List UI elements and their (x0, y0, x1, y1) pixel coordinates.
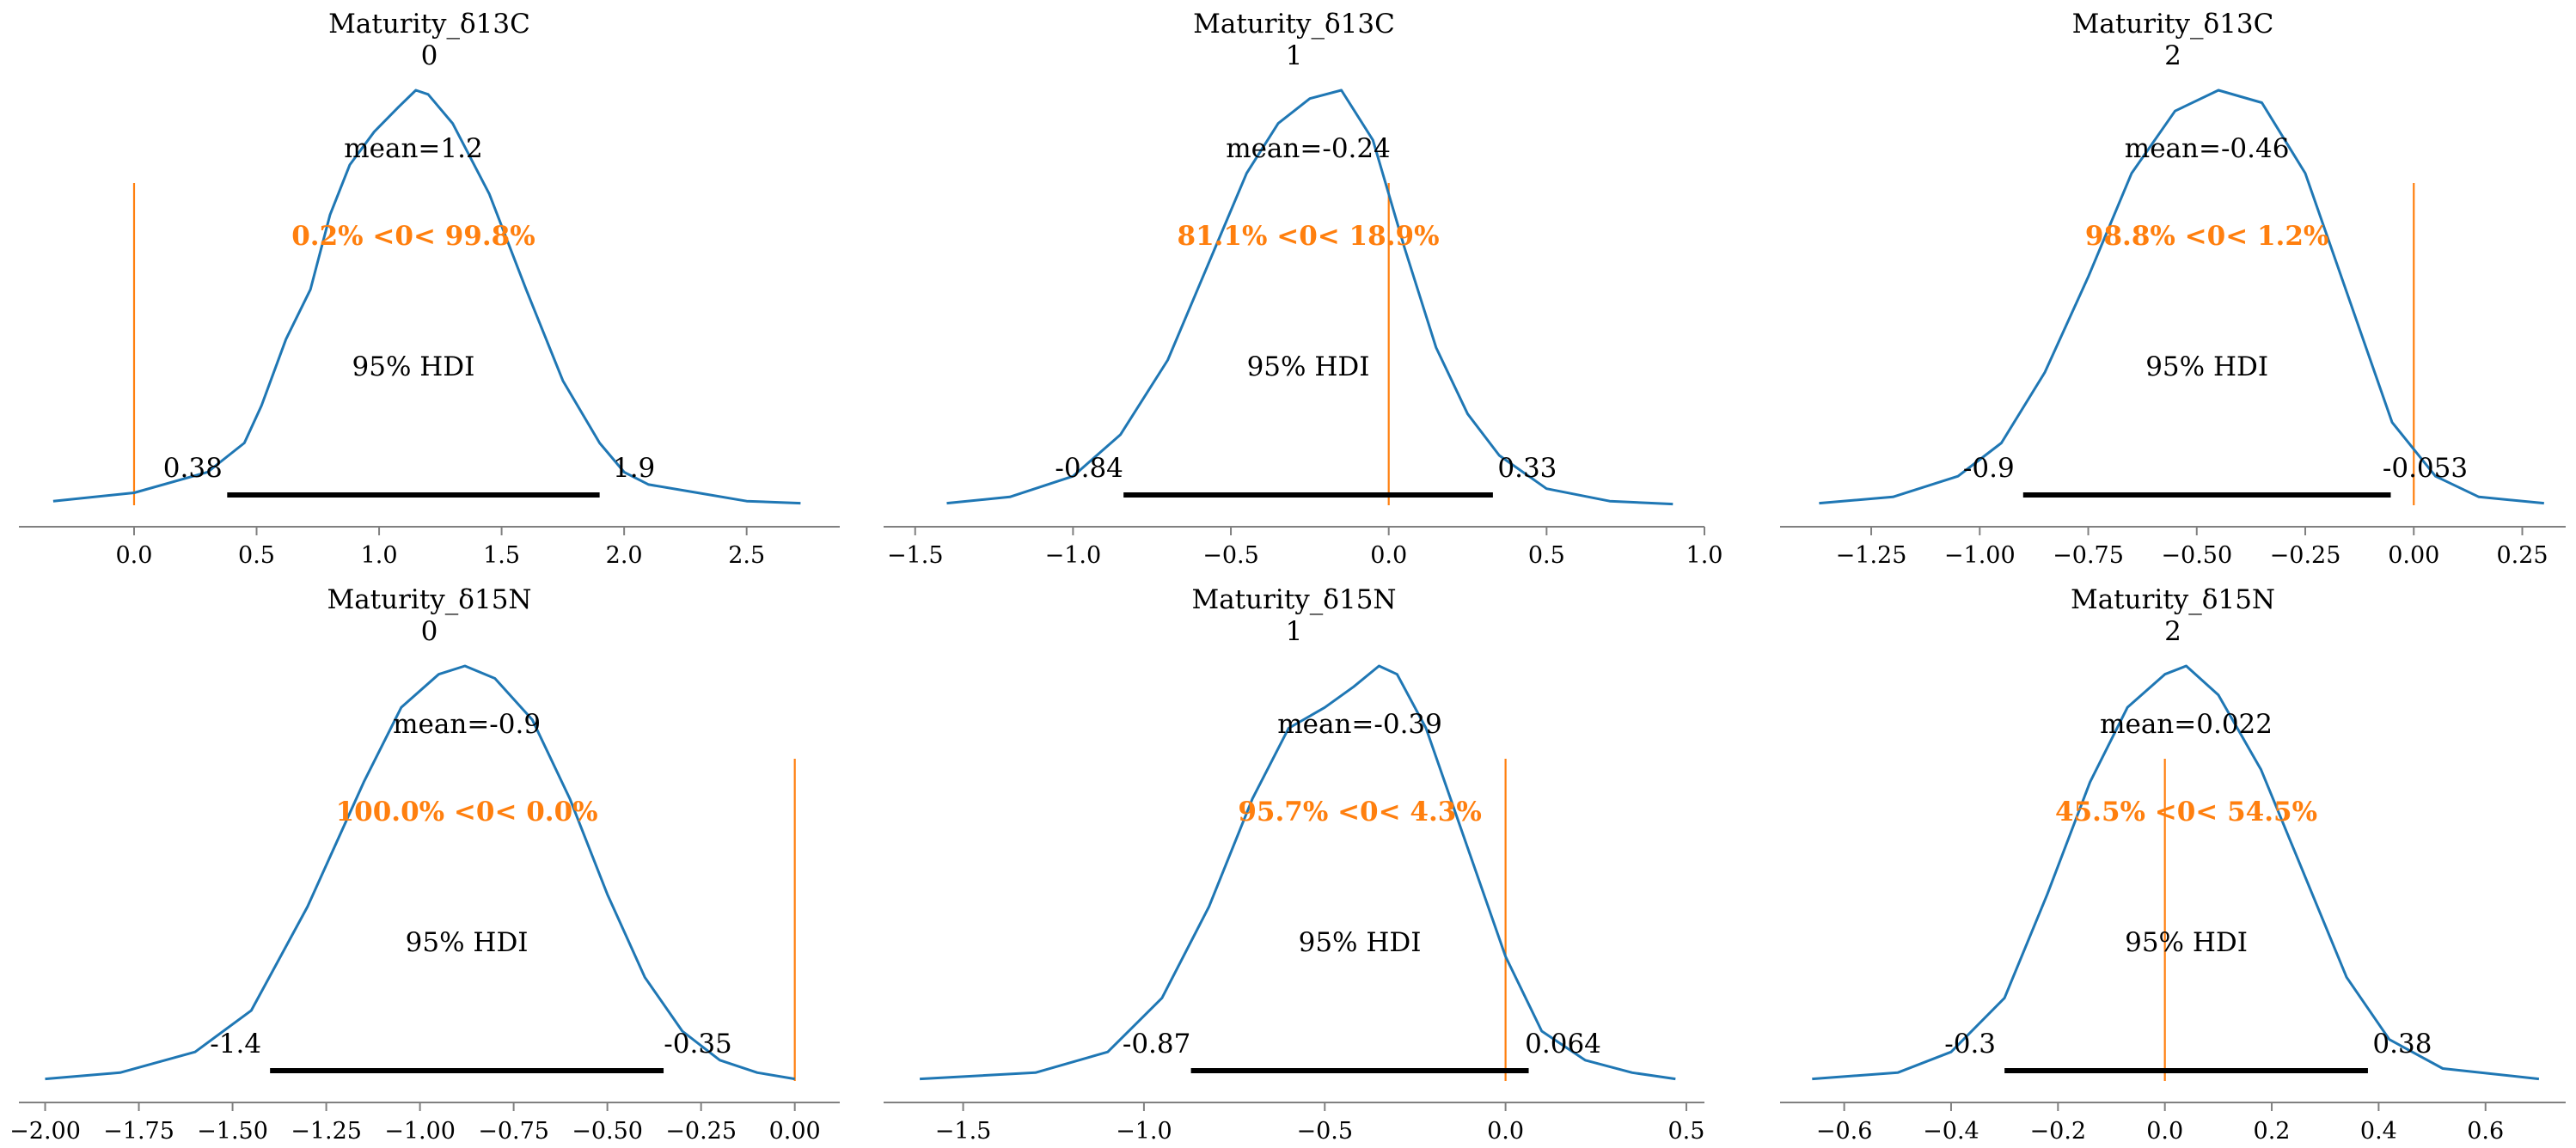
x-tick-label: 1.5 (483, 542, 520, 569)
panel-subtitle: 0 (421, 616, 438, 647)
x-tick-label: 0.4 (2360, 1118, 2397, 1145)
x-tick-label: 1.0 (361, 542, 398, 569)
x-tick-label: −0.50 (2161, 542, 2232, 569)
x-tick-label: 0.00 (2388, 542, 2439, 569)
x-tick-label: 0.2 (2254, 1118, 2291, 1145)
x-tick-label: −0.25 (2270, 542, 2341, 569)
x-tick-label: 2.5 (728, 542, 765, 569)
kde-curve (45, 664, 795, 1081)
x-tick-label: 0.0 (116, 542, 153, 569)
hdi-label: 95% HDI (406, 927, 529, 958)
x-tick-label: 0.00 (769, 1118, 821, 1145)
kde-curve (1812, 664, 2540, 1081)
hdi-low-label: 0.38 (163, 453, 223, 484)
x-tick-label: 1.0 (1686, 542, 1723, 569)
mean-label: mean=0.022 (2100, 709, 2273, 740)
kde-curve (920, 664, 1676, 1081)
panel-title: Maturity_δ13C (328, 9, 530, 40)
x-tick-label: −0.4 (1923, 1118, 1979, 1145)
kde-curve (1819, 89, 2544, 505)
hdi-high-label: 0.064 (1525, 1029, 1601, 1059)
panel-subtitle: 2 (2164, 616, 2181, 647)
x-tick-label: 0.5 (238, 542, 275, 569)
x-tick-label: 0.25 (2496, 542, 2548, 569)
x-tick-label: 0.0 (1487, 1118, 1524, 1145)
x-tick-label: −0.2 (2030, 1118, 2087, 1145)
panel-title: Maturity_δ15N (327, 584, 531, 615)
hdi-label: 95% HDI (1247, 351, 1370, 382)
x-tick-label: −0.5 (1296, 1118, 1353, 1145)
x-tick-label: −0.5 (1202, 542, 1259, 569)
ref-prob-label: 95.7% <0< 4.3% (1238, 797, 1481, 827)
x-tick-label: 0.5 (1667, 1118, 1704, 1145)
ref-prob-label: 45.5% <0< 54.5% (2055, 797, 2317, 827)
hdi-high-label: 1.9 (613, 453, 655, 484)
x-tick-label: 0.0 (2146, 1118, 2183, 1145)
mean-label: mean=-0.46 (2125, 133, 2290, 164)
x-tick-label: −1.00 (1944, 542, 2016, 569)
panel-title: Maturity_δ13C (2072, 9, 2274, 40)
mean-label: mean=-0.9 (393, 709, 541, 740)
hdi-high-label: -0.053 (2383, 453, 2468, 484)
mean-label: mean=1.2 (344, 133, 482, 164)
hdi-low-label: -0.9 (1963, 453, 2015, 484)
panel-subtitle: 0 (421, 40, 438, 71)
panel-title: Maturity_δ15N (1191, 584, 1396, 615)
panel-title: Maturity_δ15N (2071, 584, 2275, 615)
x-tick-label: −1.5 (887, 542, 944, 569)
hdi-label: 95% HDI (2145, 351, 2268, 382)
panel-title: Maturity_δ13C (1193, 9, 1395, 40)
x-tick-label: −1.50 (197, 1118, 268, 1145)
kde-curve (946, 89, 1673, 506)
x-tick-label: −0.6 (1816, 1118, 1873, 1145)
hdi-label: 95% HDI (2125, 927, 2248, 958)
x-tick-label: −1.25 (1836, 542, 1907, 569)
x-tick-label: −0.75 (478, 1118, 549, 1145)
hdi-low-label: -1.4 (210, 1029, 261, 1059)
ref-prob-label: 0.2% <0< 99.8% (291, 221, 535, 252)
x-tick-label: 2.0 (606, 542, 643, 569)
hdi-low-label: -0.87 (1123, 1029, 1191, 1059)
hdi-high-label: 0.33 (1497, 453, 1557, 484)
mean-label: mean=-0.39 (1277, 709, 1442, 740)
x-tick-label: −0.50 (572, 1118, 643, 1145)
mean-label: mean=-0.24 (1226, 133, 1391, 164)
panel-subtitle: 1 (1286, 40, 1303, 71)
x-tick-label: −1.0 (1045, 542, 1102, 569)
x-tick-label: 0.0 (1370, 542, 1407, 569)
x-tick-label: −1.00 (384, 1118, 456, 1145)
x-tick-label: −1.0 (1116, 1118, 1172, 1145)
x-tick-label: −2.00 (9, 1118, 81, 1145)
x-tick-label: −1.25 (291, 1118, 362, 1145)
hdi-label: 95% HDI (352, 351, 475, 382)
panel-subtitle: 2 (2164, 40, 2181, 71)
x-tick-label: 0.6 (2467, 1118, 2504, 1145)
x-tick-label: −0.25 (665, 1118, 737, 1145)
ref-prob-label: 100.0% <0< 0.0% (336, 797, 598, 827)
hdi-high-label: 0.38 (2372, 1029, 2432, 1059)
x-tick-label: −1.75 (103, 1118, 174, 1145)
panel-subtitle: 1 (1286, 616, 1303, 647)
hdi-high-label: -0.35 (664, 1029, 732, 1059)
x-tick-label: 0.5 (1528, 542, 1565, 569)
ref-prob-label: 81.1% <0< 18.9% (1178, 221, 1440, 252)
hdi-low-label: -0.84 (1055, 453, 1123, 484)
hdi-label: 95% HDI (1299, 927, 1422, 958)
kde-curve (52, 89, 801, 505)
x-tick-label: −1.5 (935, 1118, 992, 1145)
hdi-low-label: -0.3 (1944, 1029, 1996, 1059)
x-tick-label: −0.75 (2053, 542, 2124, 569)
ref-prob-label: 98.8% <0< 1.2% (2085, 221, 2328, 252)
